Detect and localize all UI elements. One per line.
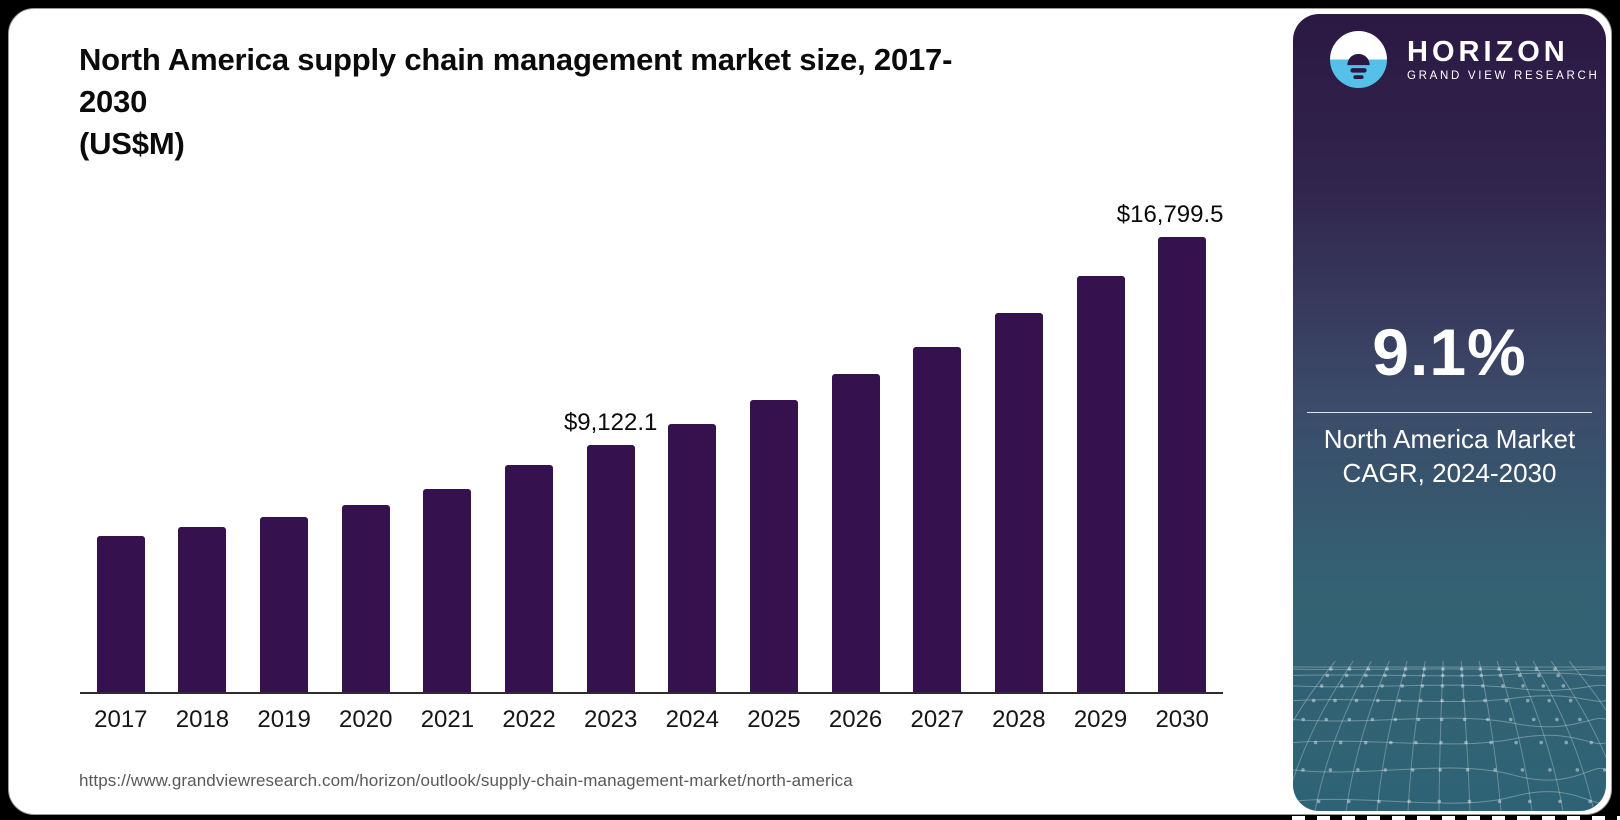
x-axis-label-2020: 2020 xyxy=(339,706,393,733)
x-axis-label-2023: 2023 xyxy=(583,706,638,733)
bar-2022 xyxy=(505,465,554,692)
bar-2017 xyxy=(96,536,145,692)
bar-slot-2024 xyxy=(651,239,733,692)
bar-slot-2028 xyxy=(978,239,1060,692)
bar-2023 xyxy=(586,445,635,692)
x-axis-label-2021: 2021 xyxy=(420,706,475,733)
bar-slot-2022 xyxy=(488,239,570,692)
x-axis-labels: 2017 2018 2019 2020 2021 2022 2023 2024 2025 2026… xyxy=(80,706,1223,734)
chart-title: North America supply chain management ma… xyxy=(79,39,1139,165)
bar-2025 xyxy=(749,400,798,692)
x-axis-label-2030: 2030 xyxy=(1155,706,1209,733)
logo: HORIZON GRAND VIEW RESEARCH xyxy=(1330,31,1600,88)
bar-2021 xyxy=(423,489,472,692)
bar-slot-2026 xyxy=(815,239,897,692)
bar-value-label-2023: $9,122.1 xyxy=(563,409,658,436)
horizon-grid-graphic xyxy=(1293,661,1606,811)
x-axis-label-2019: 2019 xyxy=(257,706,311,733)
bar-slot-2018 xyxy=(162,239,244,692)
bar-2019 xyxy=(260,517,309,692)
bar-2020 xyxy=(341,505,390,692)
chart-title-line3: (US$M) xyxy=(79,126,185,161)
x-axis-label-2018: 2018 xyxy=(175,706,230,733)
source-url: https://www.grandviewresearch.com/horizo… xyxy=(79,771,853,790)
chart-title-line2: 2030 xyxy=(79,84,148,119)
logo-text: HORIZON GRAND VIEW RESEARCH xyxy=(1407,37,1600,82)
bar-2029 xyxy=(1076,276,1125,692)
bar-slot-2025 xyxy=(733,239,815,692)
bar-value-label-2030: $16,799.5 xyxy=(1116,201,1224,228)
bar-2024 xyxy=(668,424,717,692)
sidebar-panel: HORIZON GRAND VIEW RESEARCH 9.1% North A… xyxy=(1293,14,1606,811)
bar-slot-2021 xyxy=(407,239,489,692)
infographic-card: North America supply chain management ma… xyxy=(8,8,1612,815)
bar-2026 xyxy=(831,374,880,692)
x-axis-label-2029: 2029 xyxy=(1073,706,1128,733)
bar-slot-2023: $9,122.1 xyxy=(564,239,657,692)
cagr-caption-line1: North America Market xyxy=(1323,424,1576,454)
bottom-dashed-edge xyxy=(1292,816,1620,820)
cagr-value: 9.1% xyxy=(1372,315,1527,389)
brand-name: HORIZON xyxy=(1407,36,1569,68)
bar-slot-2020 xyxy=(325,239,407,692)
x-axis-label-2022: 2022 xyxy=(502,706,556,733)
plot-area: $9,122.1 $16,799.5 xyxy=(80,201,1224,694)
bar-2027 xyxy=(913,347,962,692)
bar-2030 xyxy=(1158,237,1207,692)
bar-2018 xyxy=(178,527,227,692)
bar-slot-2027 xyxy=(896,239,978,692)
x-axis-label-2025: 2025 xyxy=(747,706,801,733)
cagr-caption-line2: CAGR, 2024-2030 xyxy=(1342,458,1557,488)
horizon-sun-icon xyxy=(1330,31,1387,88)
bar-slot-2019 xyxy=(243,239,325,692)
bar-slot-2017 xyxy=(80,239,162,692)
x-axis-label-2024: 2024 xyxy=(665,706,719,733)
brand-subtitle: GRAND VIEW RESEARCH xyxy=(1407,70,1600,82)
bar-slot-2029 xyxy=(1060,239,1142,692)
stat-divider xyxy=(1307,412,1592,413)
cagr-caption: North America Market CAGR, 2024-2030 xyxy=(1293,422,1606,490)
bar-2028 xyxy=(994,313,1043,692)
x-axis-label-2017: 2017 xyxy=(94,706,148,733)
x-axis-label-2028: 2028 xyxy=(992,706,1046,733)
x-axis-label-2027: 2027 xyxy=(910,706,964,733)
bar-slot-2030: $16,799.5 xyxy=(1117,201,1224,692)
x-axis-label-2026: 2026 xyxy=(828,706,883,733)
chart-title-line1: North America supply chain management ma… xyxy=(79,42,953,77)
